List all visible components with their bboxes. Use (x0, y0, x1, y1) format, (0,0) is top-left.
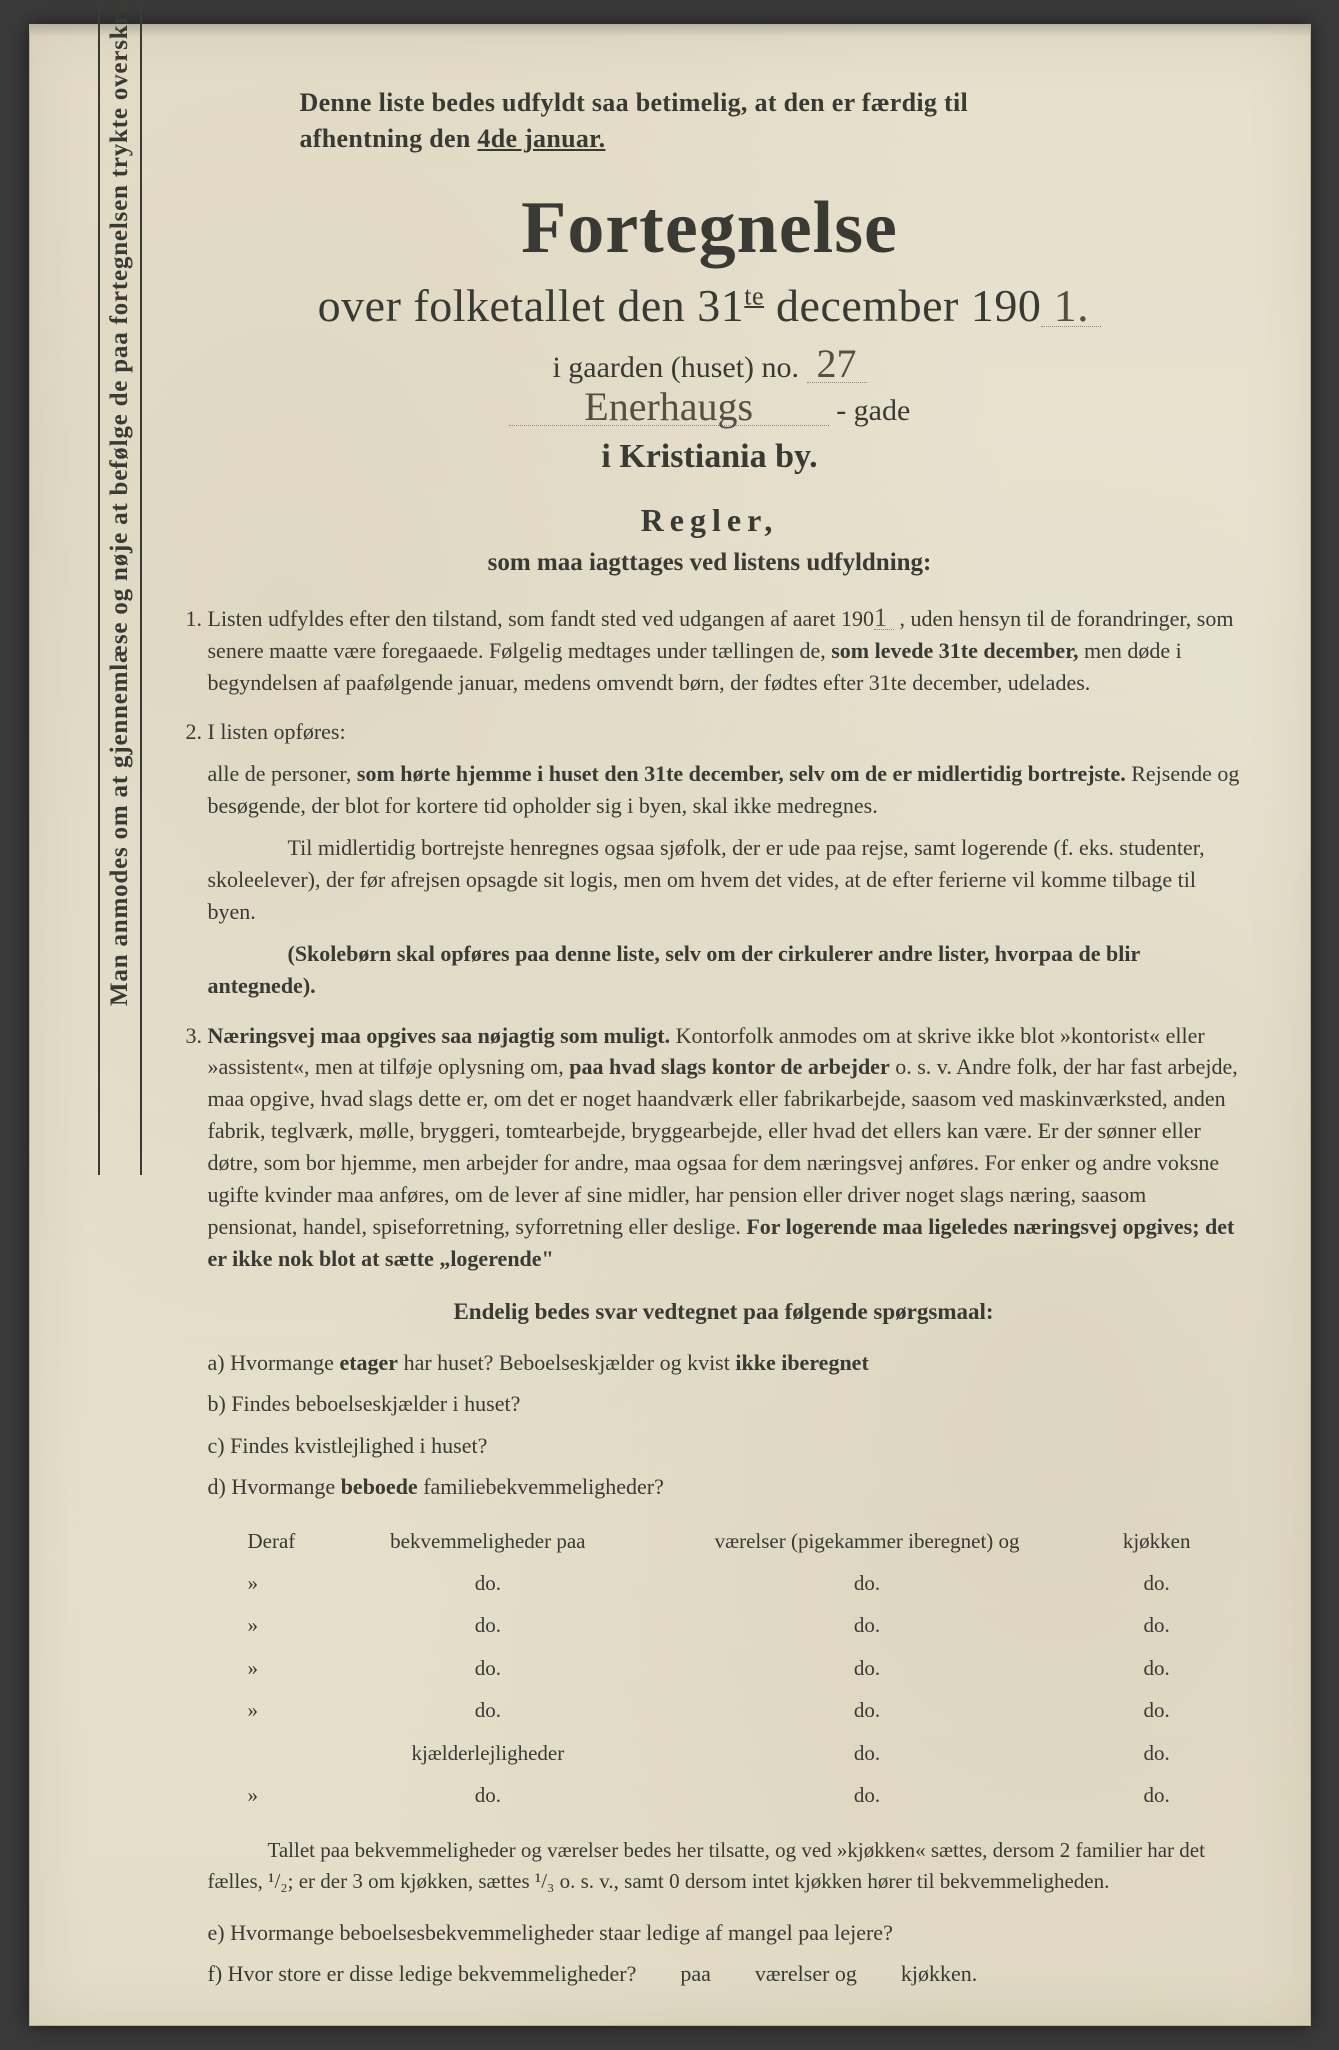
subtitle: over folketallet den 31te december 1901. (180, 279, 1240, 332)
th-1: bekvemmeligheder paa (337, 1520, 639, 1562)
main-title: Fortegnelse (180, 186, 1240, 271)
qa-2: har huset? Beboelseskjælder og kvist (398, 1350, 735, 1375)
city-line: i Kristiania by. (180, 438, 1240, 476)
qa-1: a) Hvormange (208, 1350, 340, 1375)
th-0: Deraf (228, 1520, 337, 1562)
table-row: »do.do.do. (228, 1604, 1219, 1646)
table-row: kjælderlejlighederdo.do. (228, 1732, 1219, 1774)
rules-list: Listen udfyldes efter den tilstand, som … (180, 603, 1240, 1993)
rule-3: Næringsvej maa opgives saa nøjagtig som … (208, 1020, 1240, 1993)
qd-bold: beboede (341, 1474, 418, 1499)
rule2-para3: (Skolebørn skal opføres paa denne liste,… (208, 938, 1240, 1002)
question-f: f) Hvor store er disse ledige bekvemmeli… (208, 1955, 1240, 1992)
rules-heading: Regler, (180, 502, 1240, 539)
table-header-row: Deraf bekvemmeligheder paa værelser (pig… (228, 1520, 1219, 1562)
question-d: d) Hvormange beboede familiebekvemmeligh… (208, 1468, 1240, 1505)
table-row: »do.do.do. (228, 1689, 1219, 1731)
th-2: værelser (pigekammer iberegnet) og (639, 1520, 1095, 1562)
table-footnote: Tallet paa bekvemmeligheder og værelser … (208, 1835, 1240, 1898)
rule1-year-hand: 1 (874, 606, 894, 630)
house-number-line: i gaarden (huset) no. 27 (180, 346, 1240, 385)
gaarden-label: i gaarden (huset) no. (552, 351, 799, 384)
qd-1: d) Hvormange (208, 1474, 341, 1499)
facilities-table: Deraf bekvemmeligheder paa værelser (pig… (228, 1520, 1219, 1817)
rule1-a: Listen udfyldes efter den tilstand, som … (208, 606, 875, 631)
street-line: Enerhaugs - gade (180, 389, 1240, 428)
main-content: Denne liste bedes udfyldt saa betimelig,… (180, 85, 1240, 2010)
table-row: »do.do.do. (228, 1647, 1219, 1689)
topnote-date: 4de januar. (477, 124, 605, 153)
gade-suffix: - gade (829, 394, 911, 427)
endelig-heading: Endelig bedes svar vedtegnet paa følgend… (208, 1295, 1240, 1328)
rule3-b: o. s. v. Andre folk, der har fast arbejd… (208, 1054, 1238, 1238)
year-handwritten: 1. (1041, 285, 1101, 327)
rule3-bold1: Næringsvej maa opgives saa nøjagtig som … (208, 1023, 671, 1048)
qf-a: f) Hvor store er disse ledige bekvemmeli… (208, 1961, 637, 1986)
vertical-margin-note: Man anmodes om at gjennemlæse og nøje at… (98, 0, 142, 1175)
question-c: c) Findes kvistlejlighed i huset? (208, 1427, 1240, 1464)
table-row: »do.do.do. (228, 1774, 1219, 1816)
top-instruction: Denne liste bedes udfyldt saa betimelig,… (300, 85, 1200, 158)
rule1-bold: som levede 31te december, (831, 638, 1078, 663)
questions-list: a) Hvormange etager har huset? Beboelses… (208, 1344, 1240, 1506)
topnote-line2a: afhentning den (300, 124, 478, 153)
rule2-intro: I listen opføres: (208, 719, 346, 744)
table-row: »do.do.do. (228, 1562, 1219, 1604)
rule2-bold1: som hørte hjemme i huset den 31te decemb… (357, 761, 1126, 786)
rule-2: I listen opføres: alle de personer, som … (208, 716, 1240, 1001)
qf-c: værelser og (755, 1961, 857, 1986)
street-handwritten: Enerhaugs (509, 389, 829, 426)
house-number-handwritten: 27 (807, 346, 867, 383)
subtitle-a: over folketallet den 31 (318, 280, 745, 331)
rule-1: Listen udfyldes efter den tilstand, som … (208, 603, 1240, 699)
qd-2: familiebekvemmeligheder? (418, 1474, 664, 1499)
rule2-para2: Til midlertidig bortrejste henregnes ogs… (208, 832, 1240, 928)
rules-subheading: som maa iagttages ved listens udfyldning… (180, 549, 1240, 577)
rule3-bold2: paa hvad slags kontor de arbejder (569, 1054, 889, 1079)
question-a: a) Hvormange etager har huset? Beboelses… (208, 1344, 1240, 1381)
qa-bold: etager (339, 1350, 398, 1375)
topnote-line1: Denne liste bedes udfyldt saa betimelig,… (300, 88, 969, 117)
qf-b: paa (680, 1961, 711, 1986)
question-b: b) Findes beboelseskjælder i huset? (208, 1385, 1240, 1422)
subtitle-ordinal: te (744, 281, 764, 310)
document-page: Man anmodes om at gjennemlæse og nøje at… (29, 24, 1311, 2026)
rule2-a: alle de personer, (208, 761, 357, 786)
question-e: e) Hvormange beboelsesbekvemmeligheder s… (208, 1914, 1240, 1951)
qa-bold2: ikke iberegnet (735, 1350, 868, 1375)
subtitle-b: december 190 (764, 280, 1041, 331)
th-3: kjøkken (1095, 1520, 1218, 1562)
qf-d: kjøkken. (901, 1961, 977, 1986)
